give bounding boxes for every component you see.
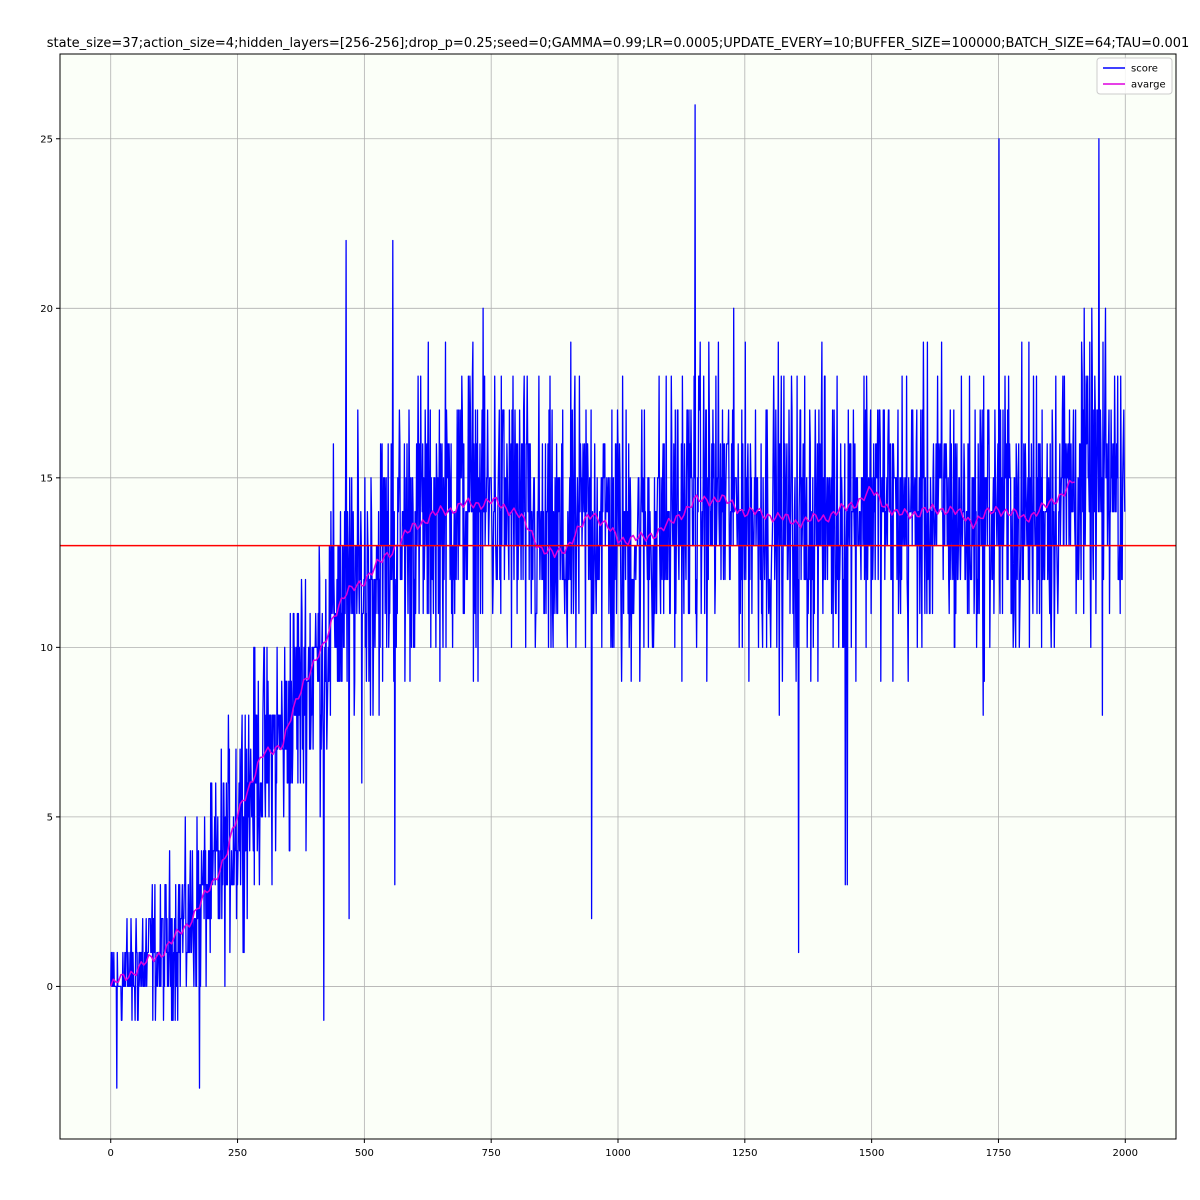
series-line-score <box>110 104 1126 1089</box>
legend-label: avarge <box>1131 80 1166 91</box>
y-tick-label: 10 <box>40 643 53 654</box>
x-tick-label: 750 <box>482 1148 501 1159</box>
axis-ticks: 0 250 500 750 1000 1250 1500 1750 2000 0 5 10 15 20 25 <box>40 134 1138 1159</box>
y-tick-label: 15 <box>40 473 53 484</box>
x-tick-label: 1000 <box>605 1148 630 1159</box>
x-tick-label: 1500 <box>859 1148 884 1159</box>
x-tick-label: 1750 <box>986 1148 1011 1159</box>
legend: score avarge <box>1096 57 1173 95</box>
y-tick-label: 5 <box>47 812 53 823</box>
legend-box <box>1096 57 1173 95</box>
legend-label: score <box>1131 64 1158 75</box>
series-group <box>60 104 1176 1089</box>
x-tick-label: 2000 <box>1113 1148 1138 1159</box>
plot-border <box>59 53 1177 1140</box>
y-tick-label: 25 <box>40 134 53 145</box>
x-tick-label: 250 <box>228 1148 247 1159</box>
y-tick-label: 0 <box>47 982 53 993</box>
x-tick-label: 0 <box>108 1148 114 1159</box>
y-tick-label: 20 <box>40 304 53 315</box>
x-tick-label: 500 <box>355 1148 374 1159</box>
chart-title: state_size=37;action_size=4;hidden_layer… <box>47 36 1190 51</box>
series-line-avarge <box>109 479 1075 987</box>
x-tick-label: 1250 <box>732 1148 757 1159</box>
